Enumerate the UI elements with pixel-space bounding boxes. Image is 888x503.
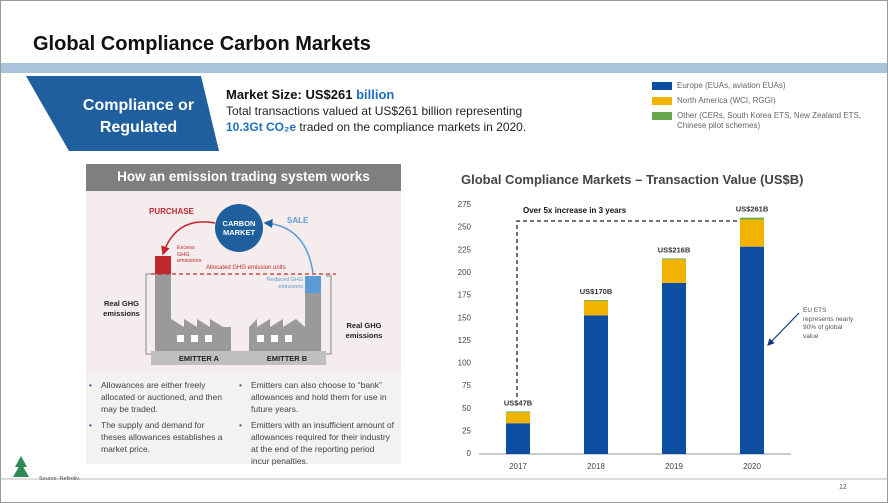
total-label: US$170B — [580, 287, 613, 296]
increase-line — [516, 220, 761, 397]
bar-segment — [506, 423, 530, 454]
market-size: Market Size: US$261 billion — [226, 87, 394, 102]
title: Global Compliance Carbon Markets — [33, 33, 371, 55]
diagram-label: SALE — [287, 216, 309, 225]
legend-item: Europe (EUAs, aviation EUAs) — [652, 81, 872, 91]
bar-segment — [584, 300, 608, 301]
y-tick-label: 200 — [458, 268, 472, 277]
chimney — [305, 293, 321, 354]
diagram-label: Real GHG emissions — [103, 299, 140, 318]
carbon-market-circle — [215, 204, 263, 252]
bullet: Allowances are either freely allocated o… — [89, 379, 224, 415]
page-number: 12 — [839, 484, 847, 491]
bar-segment — [584, 315, 608, 454]
legend-swatch — [652, 97, 672, 105]
panel-header — [86, 164, 401, 191]
bracket — [145, 273, 151, 355]
ground — [151, 351, 326, 365]
total-label: US$47B — [504, 398, 533, 407]
diagram-label: EMITTER B — [266, 354, 308, 363]
diagram-label: PURCHASE — [149, 207, 194, 216]
bar-segment — [662, 282, 686, 454]
highlight: 10.3Gt CO₂e — [226, 120, 297, 134]
badge — [26, 76, 219, 151]
y-tick-label: 275 — [458, 200, 472, 209]
y-tick-label: 175 — [458, 291, 472, 300]
banner-line: 10.3Gt CO₂e traded on the compliance mar… — [226, 120, 526, 134]
y-tick-label: 100 — [458, 359, 472, 368]
diagram-label: Allocated GHG emission units — [206, 265, 286, 271]
legend-swatch — [652, 112, 672, 120]
y-tick-label: 225 — [458, 245, 472, 254]
factory — [171, 319, 231, 354]
bar-segment — [662, 258, 686, 260]
legend-label: Other (CERs, South Korea ETS, New Zealan… — [677, 111, 862, 130]
legend-item: North America (WCI, RGGI) — [652, 96, 872, 106]
legend-label: North America (WCI, RGGI) — [677, 96, 776, 105]
x-tick-label: 2020 — [743, 462, 761, 471]
y-tick-label: 50 — [462, 404, 471, 413]
diagram-label: Real GHG emissions — [345, 321, 383, 340]
bar-segment — [506, 411, 530, 413]
diagram-label: EMITTER A — [178, 354, 220, 363]
annotation-arrow — [767, 312, 800, 346]
y-tick-label: 125 — [458, 336, 472, 345]
bracket — [326, 275, 332, 355]
legend-item: Other (CERs, South Korea ETS, New Zealan… — [652, 111, 872, 131]
bullets: Emitters can also choose to “bank” allow… — [239, 379, 394, 471]
chart-title: Global Compliance Markets – Transaction … — [461, 172, 804, 187]
bar-segment — [662, 259, 686, 283]
bullet: Emitters can also choose to “bank” allow… — [239, 379, 394, 415]
legend-swatch — [652, 82, 672, 90]
banner-text: traded on the compliance markets in 2020… — [299, 120, 527, 134]
reduced-block — [305, 276, 321, 293]
y-tick-label: 25 — [462, 426, 471, 435]
banner-strip — [1, 63, 887, 73]
chimney — [155, 274, 171, 354]
banner-line: Total transactions valued at US$261 bill… — [226, 104, 523, 118]
y-tick-label: 75 — [462, 381, 471, 390]
bar-segment — [740, 246, 764, 454]
x-tick-label: 2017 — [509, 462, 527, 471]
x-tick-label: 2018 — [587, 462, 605, 471]
y-tick-label: 150 — [458, 313, 472, 322]
badge-text: Compliance or Regulated — [82, 97, 195, 136]
excess-block — [155, 256, 171, 274]
bullet: The supply and demand for theses allowan… — [89, 419, 224, 455]
x-tick-label: 2019 — [665, 462, 683, 471]
diagram-label: Reduced GHG emissions — [266, 277, 303, 290]
legend-label: Europe (EUAs, aviation EUAs) — [677, 81, 786, 90]
diagram-label: Excess GHG emissions — [177, 245, 202, 264]
logo — [13, 463, 29, 477]
bullets: Allowances are either freely allocated o… — [89, 379, 224, 459]
annotation: EU ETS represents nearly 90% of global v… — [803, 307, 854, 340]
legend: Europe (EUAs, aviation EUAs) North Americ… — [652, 81, 872, 136]
annotation: Over 5x increase in 3 years — [523, 206, 627, 215]
sale-arrow — [263, 219, 314, 274]
bar-segment — [506, 412, 530, 424]
market-size-unit: billion — [356, 87, 395, 102]
total-label: US$261B — [736, 205, 769, 214]
purchase-arrow — [161, 221, 216, 256]
diagram-label: CARBON MARKET — [222, 219, 256, 237]
panel-title: How an emission trading system works — [117, 169, 370, 184]
y-tick-label: 0 — [467, 449, 472, 458]
bar-segment — [740, 219, 764, 247]
bar-segment — [740, 217, 764, 220]
market-size-label: Market Size: US$261 — [226, 87, 353, 102]
source: Source: Refinitiv. — [39, 476, 81, 482]
logo — [15, 456, 27, 467]
y-tick-label: 250 — [458, 223, 472, 232]
bullet: Emitters with an insufficient amount of … — [239, 419, 394, 467]
total-label: US$216B — [658, 245, 691, 254]
bar-segment — [584, 300, 608, 316]
